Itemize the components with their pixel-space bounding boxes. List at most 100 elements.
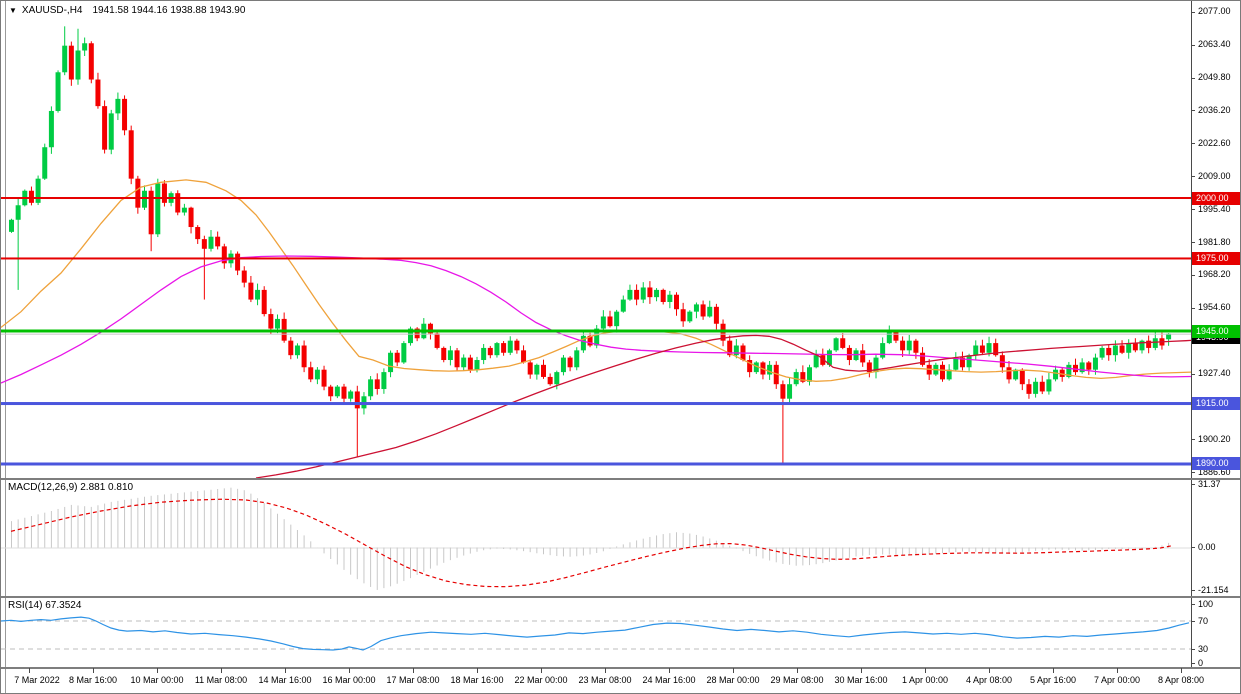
- time-label: 30 Mar 16:00: [834, 675, 888, 685]
- axis-tick-label: 2009.00: [1198, 170, 1231, 181]
- time-label: 23 Mar 08:00: [578, 675, 632, 685]
- price-tag-1945.00: 1945.00: [1192, 324, 1240, 338]
- panel-separator[interactable]: [1, 478, 1240, 480]
- axis-tick-label: 31.37: [1198, 478, 1221, 489]
- axis-tick-label: 2049.80: [1198, 72, 1231, 83]
- rsi-indicator-label: RSI(14) 67.3524: [8, 600, 81, 611]
- price-tag-1975.00: 1975.00: [1192, 251, 1240, 265]
- h-line-1975.00: [1, 257, 1191, 260]
- axis-tick: [1191, 143, 1195, 145]
- axis-tick-label: 2036.20: [1198, 104, 1231, 115]
- axis-tick: [1191, 373, 1195, 375]
- axis-tick: [1191, 274, 1195, 276]
- time-label: 28 Mar 00:00: [706, 675, 760, 685]
- axis-tick-label: 100: [1198, 598, 1214, 609]
- time-tick: [605, 668, 606, 673]
- time-tick: [1053, 668, 1054, 673]
- rsi-value: 67.3524: [45, 600, 82, 611]
- ma-magenta: [1, 255, 1192, 384]
- time-label: 4 Apr 08:00: [965, 675, 1013, 685]
- macd-zero-line: [1, 547, 1191, 549]
- time-label: 16 Mar 00:00: [322, 675, 376, 685]
- time-label: 5 Apr 16:00: [1029, 675, 1077, 685]
- symbol-period-label: XAUUSD-,H4: [21, 5, 83, 16]
- axis-tick: [1191, 209, 1195, 211]
- axis-tick: [1191, 663, 1195, 664]
- collapse-triangle-icon[interactable]: ▼: [9, 6, 17, 15]
- time-label: 8 Mar 16:00: [68, 675, 118, 685]
- h-line-1890.00: [1, 462, 1191, 466]
- axis-tick: [1191, 590, 1195, 591]
- time-tick: [669, 668, 670, 673]
- macd-values: 2.881 0.810: [80, 482, 134, 493]
- h-line-2000.00: [1, 197, 1191, 200]
- time-label: 14 Mar 16:00: [258, 675, 312, 685]
- axis-tick-label: 1954.60: [1198, 302, 1231, 313]
- time-tick: [349, 668, 350, 673]
- axis-tick: [1191, 547, 1195, 548]
- axis-tick-label: 70: [1198, 615, 1209, 626]
- ma-red: [255, 334, 1192, 479]
- axis-tick-label: 2063.40: [1198, 39, 1231, 50]
- axis-tick-label: 2077.00: [1198, 6, 1231, 17]
- current-price-line: [1, 333, 1191, 335]
- axis-tick: [1191, 604, 1195, 605]
- time-label: 10 Mar 00:00: [130, 675, 184, 685]
- axis-tick: [1191, 44, 1195, 46]
- time-label: 7 Apr 00:00: [1093, 675, 1141, 685]
- time-label: 24 Mar 16:00: [642, 675, 696, 685]
- ma-orange: [1, 179, 1192, 382]
- time-tick: [157, 668, 158, 673]
- time-tick: [413, 668, 414, 673]
- axis-tick: [1191, 621, 1195, 622]
- axis-tick: [1191, 77, 1195, 79]
- time-tick: [221, 668, 222, 673]
- time-label: 7 Mar 2022: [14, 675, 60, 685]
- time-label: 18 Mar 16:00: [450, 675, 504, 685]
- axis-tick: [1191, 439, 1195, 441]
- axis-tick-label: 1886.60: [1198, 466, 1231, 477]
- window-left-edge: [5, 1, 6, 693]
- axis-tick-label: 1968.20: [1198, 269, 1231, 280]
- time-label: 17 Mar 08:00: [386, 675, 440, 685]
- panel-separator[interactable]: [1, 666, 1240, 669]
- macd-signal-line: [10, 498, 1172, 588]
- candlesticks: [9, 26, 1172, 464]
- price-axis-line: [1191, 1, 1192, 668]
- price-tag-1915.00: 1915.00: [1192, 397, 1240, 411]
- axis-tick-label: 0.00: [1198, 541, 1216, 552]
- panel-separator[interactable]: [1, 595, 1240, 598]
- time-tick: [93, 668, 94, 673]
- time-label: 8 Apr 08:00: [1157, 675, 1205, 685]
- h-line-1915.00: [1, 402, 1191, 406]
- axis-tick: [1191, 472, 1195, 474]
- axis-tick-label: 1981.80: [1198, 236, 1231, 247]
- time-label: 11 Mar 08:00: [194, 675, 248, 685]
- axis-tick-label: 1900.20: [1198, 433, 1231, 444]
- time-tick: [1117, 668, 1118, 673]
- axis-tick: [1191, 242, 1195, 244]
- time-tick: [285, 668, 286, 673]
- time-tick: [797, 668, 798, 673]
- axis-tick-label: 1927.40: [1198, 368, 1231, 379]
- axis-tick-label: -21.154: [1198, 584, 1229, 595]
- axis-tick-label: 1995.40: [1198, 203, 1231, 214]
- time-tick: [29, 668, 30, 673]
- rsi-line: [1, 616, 1190, 651]
- axis-tick: [1191, 484, 1195, 485]
- chart-header: ▼ XAUUSD-,H4 1941.58 1944.16 1938.88 1943.…: [9, 5, 245, 16]
- time-tick: [861, 668, 862, 673]
- rsi-name: RSI(14): [8, 600, 43, 611]
- price-tag-2000.00: 2000.00: [1192, 191, 1240, 205]
- ohlc-values: 1941.58 1944.16 1938.88 1943.90: [92, 5, 246, 16]
- time-label: 22 Mar 00:00: [514, 675, 568, 685]
- time-tick: [1181, 668, 1182, 673]
- time-label: 29 Mar 08:00: [770, 675, 824, 685]
- axis-tick: [1191, 110, 1195, 112]
- time-tick: [541, 668, 542, 673]
- axis-tick-label: 30: [1198, 643, 1209, 654]
- macd-name: MACD(12,26,9): [8, 482, 78, 493]
- time-tick: [733, 668, 734, 673]
